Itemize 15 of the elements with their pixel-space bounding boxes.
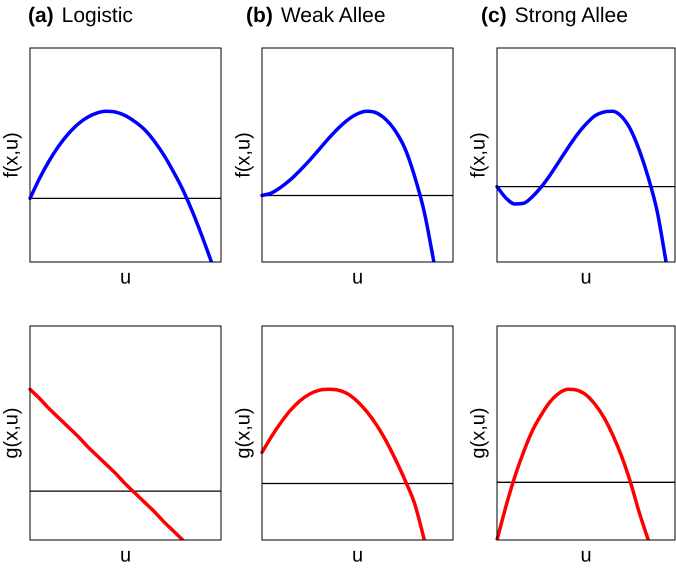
x-axis-title: u	[580, 544, 592, 567]
y-axis-title: g(x,u)	[232, 407, 255, 459]
x-axis-title: u	[120, 544, 132, 567]
chart-title: (a) Logistic	[28, 4, 133, 27]
x-axis-title: u	[352, 544, 364, 567]
x-axis-title: u	[580, 266, 592, 289]
chart-title: (c) Strong Allee	[481, 4, 628, 27]
y-axis-title: f(x,u)	[468, 132, 490, 178]
x-axis-title: u	[352, 266, 364, 289]
y-axis-title: f(x,u)	[0, 132, 23, 178]
x-axis-title: u	[120, 266, 132, 289]
y-axis-title: g(x,u)	[468, 407, 490, 459]
chart-title: (b) Weak Allee	[246, 4, 386, 27]
y-axis-title: g(x,u)	[0, 407, 23, 459]
y-axis-title: f(x,u)	[232, 132, 255, 178]
